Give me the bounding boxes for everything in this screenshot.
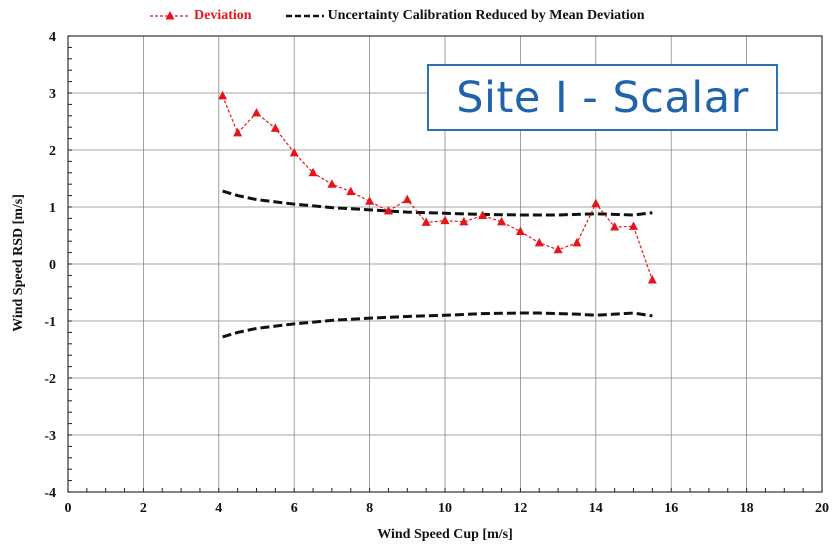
legend-item-uncertainty: Uncertainty Calibration Reduced by Mean … [285, 8, 645, 24]
x-tick-label: 16 [664, 501, 678, 516]
x-tick-label: 18 [740, 501, 754, 516]
deviation-point [233, 127, 243, 137]
y-tick-label: 1 [49, 201, 56, 216]
deviation-point [610, 221, 620, 231]
uncertainty-upper-line [222, 189, 653, 217]
y-tick-label: 2 [49, 144, 56, 159]
legend-label-deviation: Deviation [194, 8, 252, 23]
x-tick-label: 14 [589, 501, 603, 516]
deviation-point [289, 147, 299, 157]
x-tick-label: 2 [140, 501, 147, 516]
deviation-point [327, 179, 337, 188]
legend-label-uncertainty: Uncertainty Calibration Reduced by Mean … [327, 8, 645, 23]
deviation-point [402, 194, 412, 204]
y-tick-label: -1 [44, 315, 56, 330]
deviation-point [218, 90, 228, 100]
deviation-point [497, 216, 507, 226]
uncertainty-swatch-icon [285, 14, 324, 18]
site-annotation-label: Site I - Scalar [456, 72, 749, 123]
x-tick-label: 10 [438, 501, 452, 516]
deviation-point [308, 167, 318, 177]
y-tick-label: 4 [49, 30, 56, 45]
deviation-point [534, 237, 544, 247]
deviation-point [440, 215, 450, 225]
deviation-point [365, 196, 375, 205]
y-axis-title: Wind Speed RSD [m/s] [11, 194, 26, 332]
y-tick-label: 3 [49, 87, 56, 102]
deviation-series [218, 90, 657, 284]
x-tick-label: 4 [215, 501, 222, 516]
deviation-point [270, 123, 280, 132]
deviation-point [346, 186, 356, 196]
x-axis-title: Wind Speed Cup [m/s] [377, 527, 513, 542]
uncertainty-lower-line [222, 311, 653, 339]
y-tick-label: -4 [44, 486, 56, 501]
deviation-point [629, 221, 638, 230]
y-tick-label: -2 [44, 372, 56, 387]
deviation-point [553, 244, 563, 254]
deviation-point [572, 237, 582, 247]
deviation-line [222, 95, 653, 281]
x-tick-label: 8 [366, 501, 373, 516]
deviation-swatch-icon [150, 11, 190, 20]
deviation-point [591, 198, 601, 208]
x-tick-label: 6 [291, 501, 298, 516]
y-tick-label: 0 [49, 258, 56, 273]
deviation-point [383, 205, 393, 215]
x-tick-label: 20 [815, 501, 829, 516]
y-tick-label: -3 [44, 429, 56, 444]
deviation-point [252, 107, 261, 117]
deviation-point [421, 217, 431, 226]
deviation-point [647, 274, 657, 284]
deviation-point [478, 210, 488, 220]
site-annotation-box: Site I - Scalar [427, 64, 778, 131]
x-tick-label: 12 [513, 501, 527, 516]
deviation-point [459, 216, 469, 226]
legend-item-deviation: Deviation [150, 8, 252, 24]
legend: Deviation Uncertainty Calibration Reduce… [150, 6, 679, 26]
x-tick-label: 0 [65, 501, 72, 516]
deviation-point [515, 226, 525, 236]
